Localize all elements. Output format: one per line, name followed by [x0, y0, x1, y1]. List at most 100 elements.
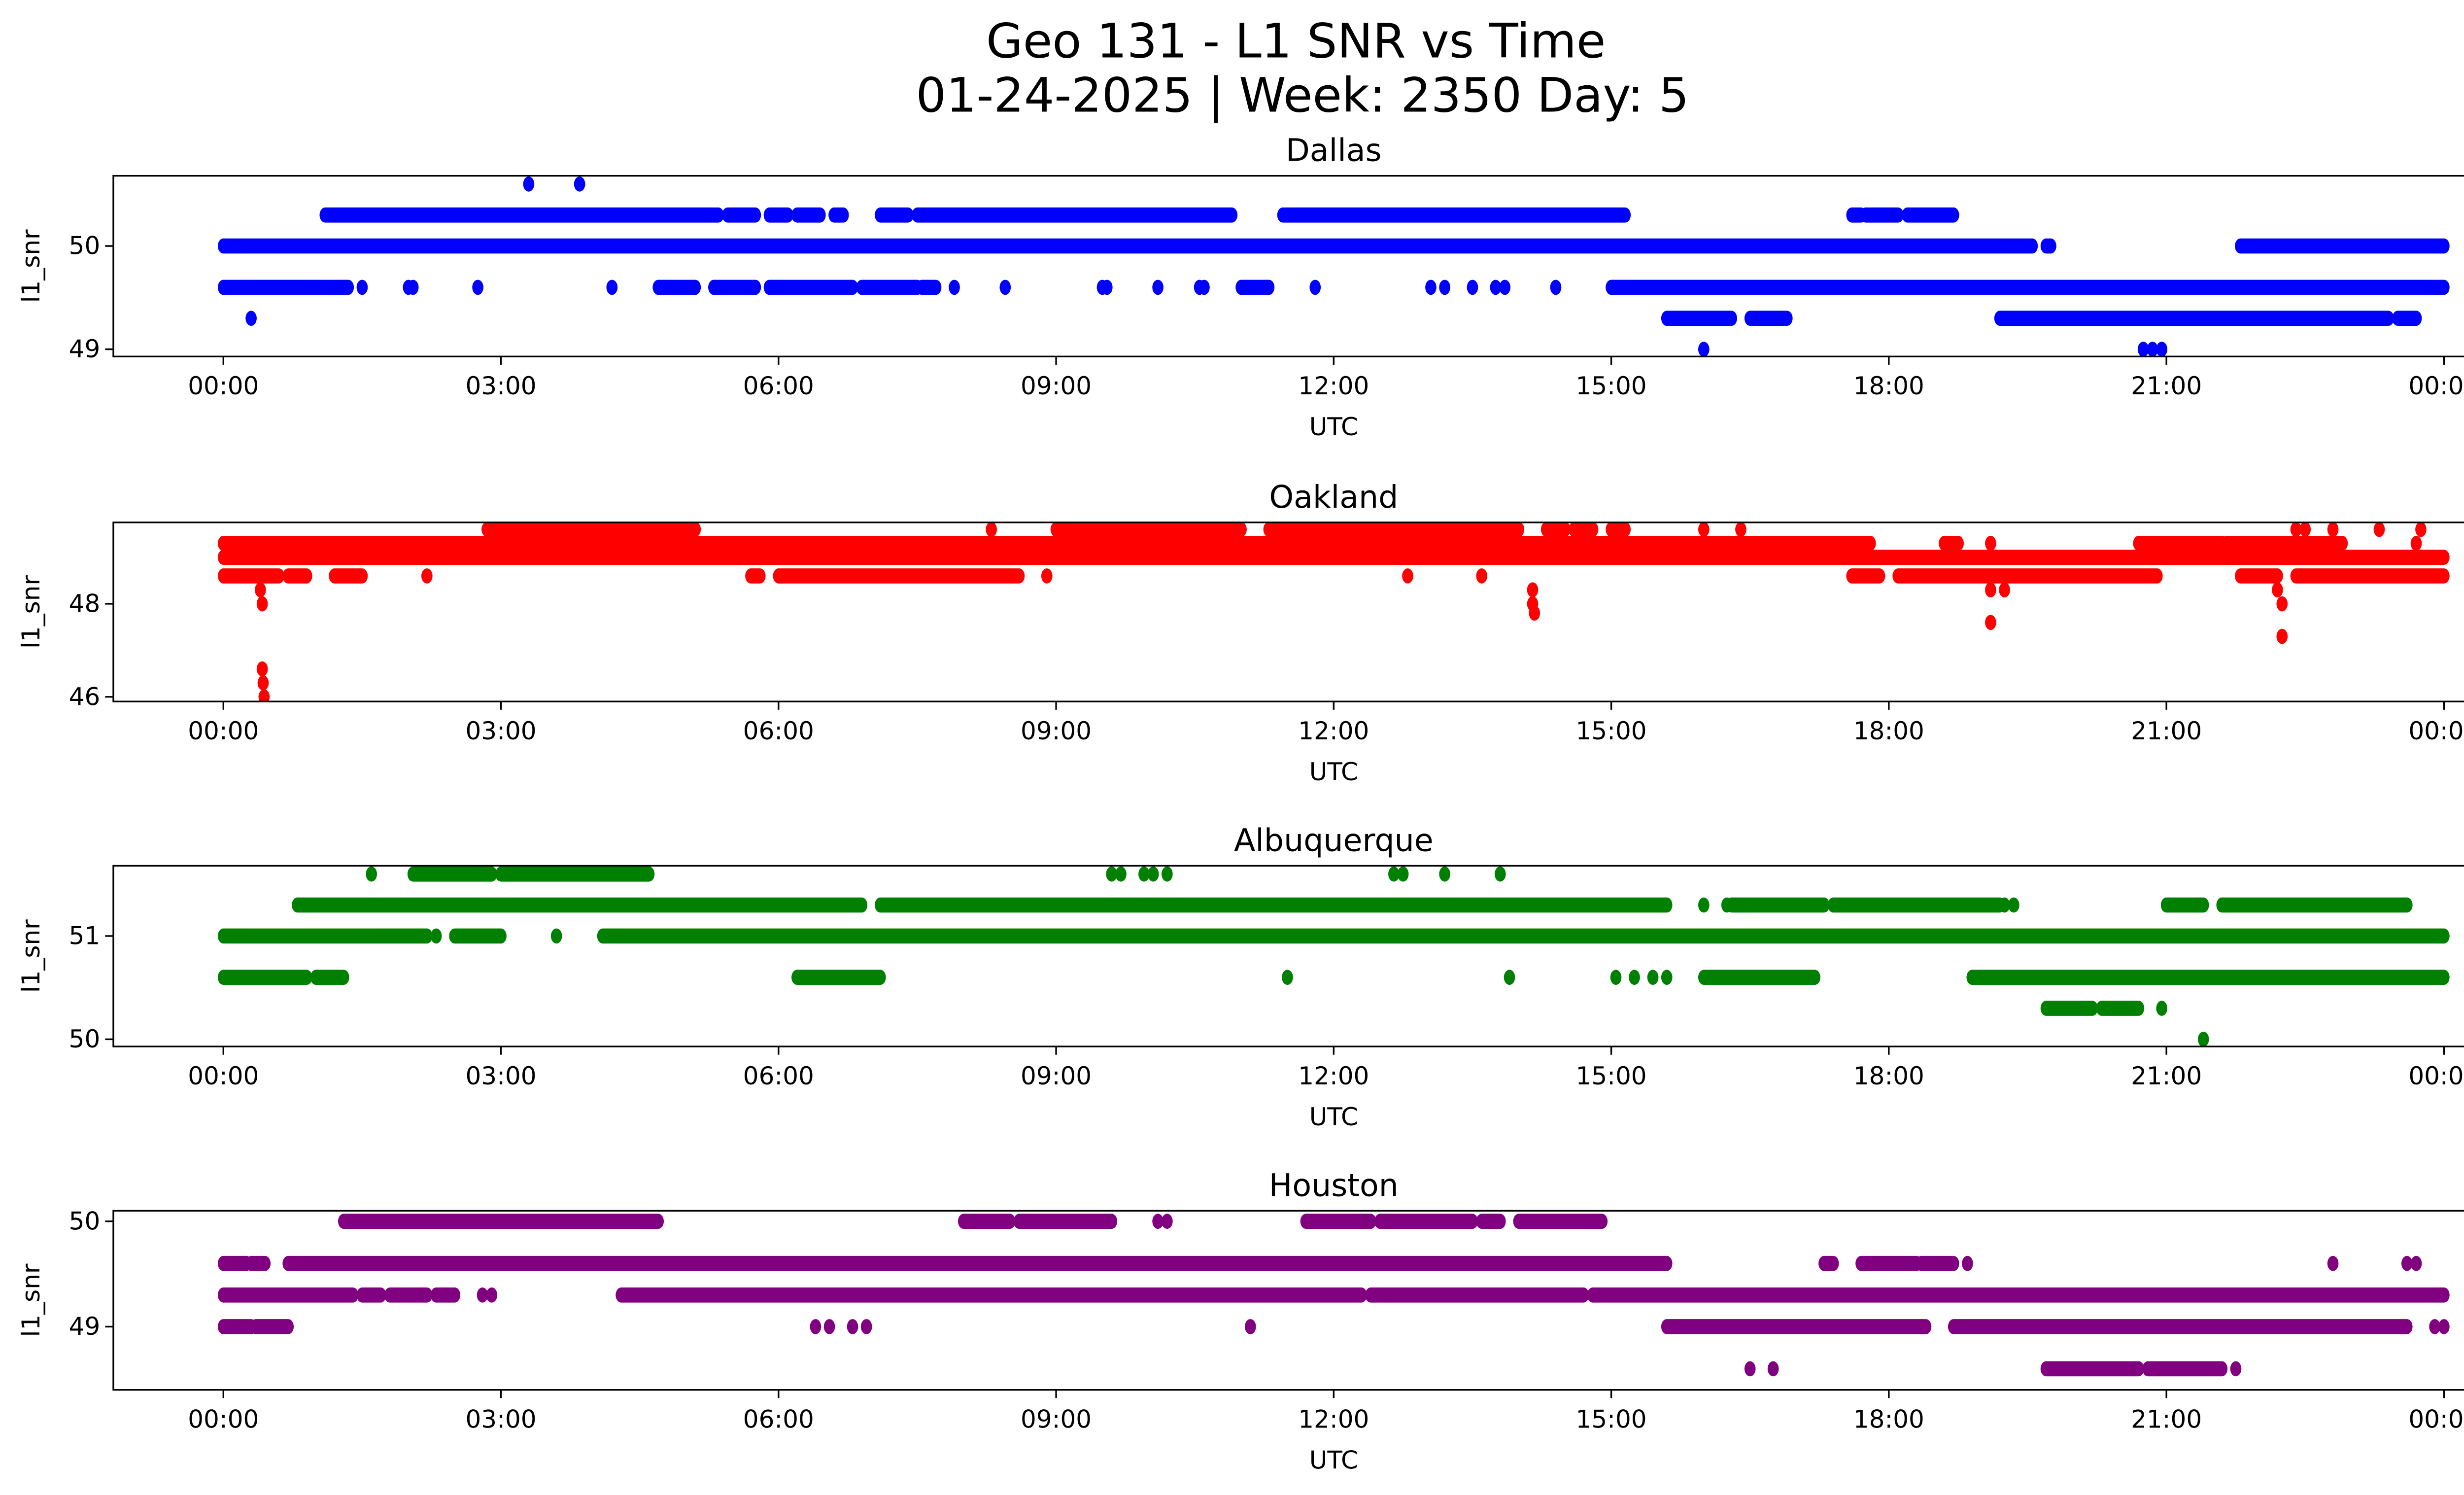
data-point: [2137, 342, 2149, 357]
data-run: [1698, 970, 1820, 985]
data-run: [875, 897, 1673, 913]
data-run: [1050, 522, 1247, 537]
x-tick-label: 00:00: [188, 372, 259, 400]
data-run: [1916, 1255, 1959, 1271]
data-point: [1439, 866, 1450, 882]
data-point: [2401, 1255, 2413, 1271]
x-tick-label: 00:00: [188, 717, 259, 745]
data-run: [1661, 1319, 1932, 1334]
data-run: [1013, 1214, 1118, 1229]
y-tick-label: 48: [69, 590, 101, 618]
x-tick-label: 15:00: [1576, 1062, 1647, 1090]
data-markers: [217, 1214, 2450, 1377]
x-tick-label: 09:00: [1021, 1405, 1092, 1433]
data-run: [1277, 207, 1631, 223]
data-run: [828, 207, 849, 223]
panel-title: Dallas: [1286, 132, 1382, 169]
data-point: [1985, 615, 1996, 630]
data-run: [1860, 207, 1904, 223]
x-tick-label: 03:00: [466, 1062, 537, 1090]
x-tick-label: 15:00: [1576, 1405, 1647, 1433]
data-run: [384, 1287, 433, 1303]
data-run: [481, 522, 701, 537]
data-point: [1152, 279, 1164, 295]
y-tick-label: 50: [69, 232, 101, 260]
data-point: [1999, 897, 2010, 913]
data-point: [477, 1287, 488, 1303]
data-run: [1587, 1287, 2450, 1303]
x-tick-label: 18:00: [1853, 1062, 1924, 1090]
data-run: [217, 568, 285, 584]
y-tick-label: 51: [69, 922, 101, 950]
data-point: [860, 1319, 872, 1334]
data-point: [1985, 536, 1996, 551]
data-run: [2040, 1001, 2098, 1016]
x-axis-label: UTC: [1309, 1103, 1358, 1131]
y-tick-label: 50: [69, 1025, 101, 1053]
data-run: [430, 1287, 461, 1303]
data-point: [256, 596, 268, 612]
data-run: [495, 866, 655, 882]
data-run: [1948, 1319, 2413, 1334]
data-point: [256, 661, 268, 677]
data-run: [217, 1319, 257, 1334]
data-point: [1767, 1361, 1779, 1377]
data-point: [1490, 279, 1502, 295]
data-run: [217, 279, 354, 295]
x-tick-label: 12:00: [1298, 372, 1369, 400]
data-point: [1282, 970, 1293, 985]
data-run: [2160, 897, 2209, 913]
data-run: [2096, 1001, 2145, 1016]
data-point: [1529, 605, 1540, 621]
x-tick-label: 15:00: [1576, 717, 1647, 745]
data-point: [2276, 596, 2288, 612]
data-run: [282, 568, 312, 584]
data-run: [2392, 311, 2422, 326]
data-run: [1540, 522, 1571, 537]
data-run: [912, 207, 1238, 223]
x-tick-label: 03:00: [466, 1405, 537, 1433]
data-point: [258, 689, 270, 702]
data-run: [1827, 897, 2006, 913]
x-tick-label: 00:00: [2408, 372, 2464, 400]
data-point: [2410, 1255, 2422, 1271]
data-point: [1532, 1214, 1543, 1229]
data-run: [916, 279, 942, 295]
data-point: [430, 928, 442, 944]
x-tick-label: 00:00: [188, 1405, 259, 1433]
data-point: [847, 1319, 858, 1334]
data-point: [2197, 1032, 2209, 1047]
data-run: [319, 207, 724, 223]
x-tick-label: 18:00: [1853, 717, 1924, 745]
panel-title: Oakland: [1269, 479, 1398, 515]
data-run: [597, 928, 2450, 944]
data-point: [1698, 897, 1710, 913]
data-run: [310, 970, 349, 985]
data-run: [217, 970, 312, 985]
data-run: [292, 897, 868, 913]
data-point: [2276, 628, 2288, 644]
data-run: [250, 1319, 294, 1334]
data-run: [1661, 311, 1737, 326]
x-tick-label: 03:00: [466, 372, 537, 400]
data-run: [1513, 1214, 1608, 1229]
data-markers: [217, 176, 2450, 357]
data-point: [2327, 1255, 2339, 1271]
data-run: [1374, 1214, 1478, 1229]
data-point: [486, 1287, 498, 1303]
chart-title: Geo 131 - L1 SNR vs Time: [986, 13, 1606, 69]
data-point: [1698, 522, 1710, 537]
data-run: [1939, 536, 1964, 551]
y-tick-label: 49: [69, 1312, 101, 1341]
data-point: [2156, 342, 2168, 357]
data-point: [2410, 536, 2422, 551]
data-point: [1494, 866, 1506, 882]
data-point: [1388, 866, 1400, 882]
data-point: [245, 311, 257, 326]
data-point: [2299, 522, 2311, 537]
data-run: [958, 1214, 1016, 1229]
x-tick-label: 09:00: [1021, 372, 1092, 400]
data-point: [1985, 582, 1996, 598]
data-point: [421, 568, 433, 584]
